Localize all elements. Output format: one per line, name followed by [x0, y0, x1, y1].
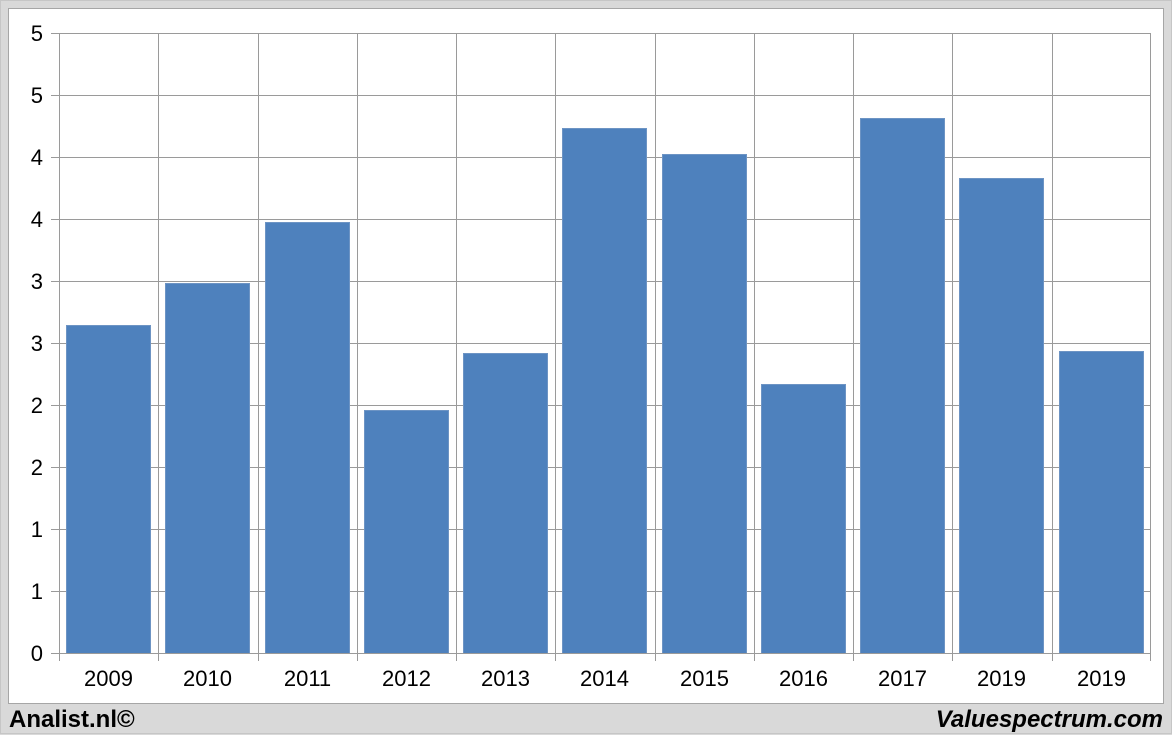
x-axis-line — [59, 653, 1151, 654]
x-tick-label: 2012 — [382, 666, 431, 691]
v-gridline — [1150, 34, 1151, 654]
x-axis-tick — [655, 654, 656, 661]
x-tick-label: 2015 — [680, 666, 729, 691]
y-axis-tick — [51, 653, 59, 654]
x-tick-label: 2010 — [183, 666, 232, 691]
x-tick-label: 2016 — [779, 666, 828, 691]
y-axis-tick — [51, 219, 59, 220]
analist-watermark: Analist.nl© — [9, 706, 135, 733]
x-axis-tick — [59, 654, 60, 661]
x-axis-tick — [853, 654, 854, 661]
y-tick-label: 4 — [30, 145, 43, 170]
x-tick-label: 2019 — [1077, 666, 1126, 691]
y-axis-tick — [51, 281, 59, 282]
x-axis-tick — [158, 654, 159, 661]
x-tick-label: 2019 — [977, 666, 1026, 691]
y-tick-label: 2 — [30, 455, 43, 480]
v-gridline — [853, 34, 854, 654]
x-axis-tick — [258, 654, 259, 661]
x-axis-tick — [456, 654, 457, 661]
y-axis-tick — [51, 157, 59, 158]
bar — [959, 178, 1044, 654]
bar — [265, 222, 350, 654]
bar — [662, 154, 747, 654]
x-axis-tick — [1150, 654, 1151, 661]
x-tick-label: 2013 — [481, 666, 530, 691]
y-axis-tick — [51, 591, 59, 592]
y-tick-label: 2 — [30, 393, 43, 418]
y-tick-label: 4 — [30, 207, 43, 232]
h-gridline — [59, 95, 1151, 96]
v-gridline — [158, 34, 159, 654]
y-axis-tick — [51, 529, 59, 530]
x-axis-tick — [1052, 654, 1053, 661]
v-gridline — [655, 34, 656, 654]
y-tick-label: 5 — [30, 83, 43, 108]
x-axis-tick — [754, 654, 755, 661]
v-gridline — [754, 34, 755, 654]
bar — [66, 325, 151, 654]
v-gridline — [456, 34, 457, 654]
y-axis-tick — [51, 343, 59, 344]
v-gridline — [357, 34, 358, 654]
x-axis-tick — [952, 654, 953, 661]
y-axis-tick — [51, 33, 59, 34]
x-tick-label: 2014 — [580, 666, 629, 691]
y-tick-label: 3 — [30, 331, 43, 356]
y-axis-tick — [51, 467, 59, 468]
v-gridline — [1052, 34, 1053, 654]
bar — [165, 283, 250, 654]
y-tick-label: 3 — [30, 269, 43, 294]
bar — [860, 118, 945, 654]
bar — [463, 353, 548, 654]
v-gridline — [952, 34, 953, 654]
y-tick-label: 0 — [30, 641, 43, 666]
branding-bar: Analist.nl© Valuespectrum.com — [1, 705, 1171, 735]
y-axis-tick — [51, 95, 59, 96]
x-tick-label: 2017 — [878, 666, 927, 691]
h-gridline — [59, 33, 1151, 34]
y-axis-tick — [51, 405, 59, 406]
x-tick-label: 2011 — [283, 666, 332, 691]
bar — [1059, 351, 1144, 654]
plot-area: 0 1 1 2 2 3 3 4 4 5 5 2009 2010 2011 2012 2013 2014 2015 2… — [31, 22, 1151, 691]
x-axis-tick — [555, 654, 556, 661]
y-tick-label: 1 — [30, 579, 43, 604]
y-tick-label: 1 — [30, 517, 43, 542]
x-tick-label: 2009 — [84, 666, 133, 691]
bar — [364, 410, 449, 654]
chart-panel: 0 1 1 2 2 3 3 4 4 5 5 2009 2010 2011 2012 2013 2014 2015 2… — [8, 8, 1164, 704]
v-gridline — [258, 34, 259, 654]
y-tick-label: 5 — [30, 21, 43, 46]
y-axis-line — [59, 34, 60, 654]
bar — [562, 128, 647, 654]
bar — [761, 384, 846, 654]
v-gridline — [555, 34, 556, 654]
valuespectrum-watermark: Valuespectrum.com — [935, 706, 1163, 733]
x-axis-tick — [357, 654, 358, 661]
